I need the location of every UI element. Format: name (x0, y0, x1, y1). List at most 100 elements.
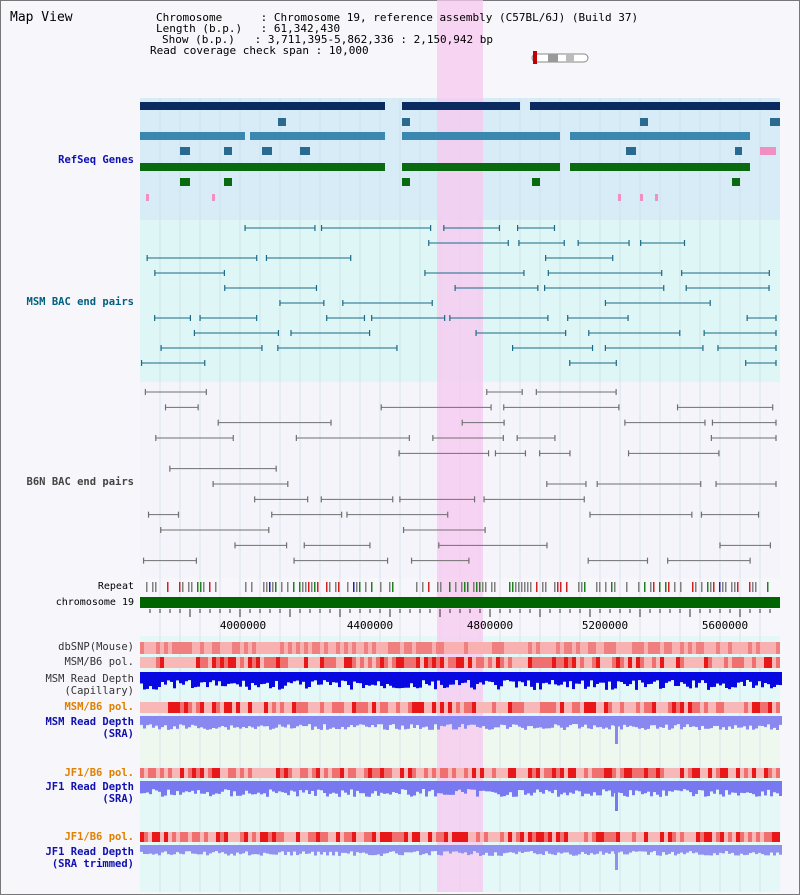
msm-pol-heat (404, 657, 408, 668)
msm-pol-heat (576, 657, 580, 668)
msm-depth-capillary (446, 672, 449, 688)
msm-pol-heat (548, 657, 552, 668)
msm-depth-sra (326, 716, 329, 730)
jf1-depth-trimmed (440, 845, 443, 856)
jf1-depth-sra (758, 781, 761, 797)
jf1-depth-sra (470, 781, 473, 790)
msm-pol-heat (316, 657, 320, 668)
jf1-depth-trimmed (671, 845, 674, 852)
track-label-jf1-depth-sra-1: JF1 Read Depth (45, 781, 134, 793)
msm-pol2-heat (336, 702, 340, 713)
msm-depth-capillary (146, 672, 149, 689)
jf1-depth-trimmed (350, 845, 353, 852)
jf1-depth-sra (173, 781, 176, 796)
jf1-pol2-heat (776, 832, 780, 842)
msm-depth-capillary (605, 672, 608, 690)
jf1-depth-trimmed (503, 845, 506, 854)
jf1-depth-trimmed (188, 845, 191, 852)
jf1-pol2-heat (492, 832, 496, 842)
jf1-depth-sra (146, 781, 149, 793)
jf1-depth-sra (572, 781, 575, 794)
track-label-msm-bac[interactable]: MSM BAC end pairs (26, 296, 134, 308)
dbsnp-heat (648, 642, 652, 654)
jf1-pol2-heat (264, 832, 268, 842)
msm-pol2-heat (344, 702, 348, 713)
jf1-pol-heat (340, 768, 344, 778)
msm-depth-sra (509, 716, 512, 728)
jf1-depth-sra (665, 781, 668, 796)
msm-depth-sra (257, 716, 260, 727)
gene-block (140, 102, 385, 110)
msm-depth-capillary (155, 672, 158, 690)
jf1-depth-trimmed (287, 845, 290, 852)
jf1-depth-trimmed (536, 845, 539, 855)
msm-pol2-heat (740, 702, 744, 713)
jf1-depth-sra (731, 781, 734, 793)
jf1-depth-sra (272, 781, 275, 792)
msm-pol2-heat (588, 702, 592, 713)
track-label-refseq[interactable]: RefSeq Genes (58, 154, 134, 166)
jf1-depth-trimmed (149, 845, 152, 854)
msm-pol2-heat (388, 702, 392, 713)
jf1-depth-sra (362, 781, 365, 794)
repeat-mark (536, 582, 538, 592)
jf1-pol2-heat (324, 832, 328, 842)
jf1-pol2-heat (380, 832, 384, 842)
repeat-mark (416, 582, 418, 592)
msm-pol-heat (304, 657, 308, 668)
msm-depth-sra (524, 716, 527, 730)
msm-depth-sra (752, 716, 755, 730)
repeat-mark (581, 582, 583, 592)
msm-pol2-heat (612, 702, 616, 713)
repeat-mark (560, 582, 562, 592)
msm-depth-capillary (209, 672, 212, 683)
repeat-mark (731, 582, 733, 592)
msm-depth-sra (149, 716, 152, 725)
dbsnp-heat (704, 642, 708, 654)
jf1-pol-heat (324, 768, 328, 778)
dbsnp-heat (392, 642, 396, 654)
msm-pol2-heat (708, 702, 712, 713)
jf1-depth-sra (557, 781, 560, 797)
dbsnp-heat (736, 642, 740, 654)
msm-depth-capillary (611, 672, 614, 690)
jf1-depth-sra (719, 781, 722, 795)
msm-pol2-heat (776, 702, 780, 713)
msm-pol2-heat (224, 702, 228, 713)
jf1-depth-trimmed (257, 845, 260, 855)
jf1-depth-trimmed (209, 845, 212, 854)
jf1-depth-trimmed (197, 845, 200, 855)
msm-pol-heat (228, 657, 232, 668)
msm-pol-heat (152, 657, 156, 668)
dbsnp-heat (316, 642, 320, 654)
repeat-mark (668, 582, 670, 592)
msm-pol2-heat (624, 702, 628, 713)
msm-depth-sra (434, 716, 437, 725)
msm-pol-heat (672, 657, 676, 668)
gene-block (180, 178, 190, 186)
dbsnp-heat (632, 642, 636, 654)
track-label-b6n-bac[interactable]: B6N BAC end pairs (26, 476, 134, 488)
jf1-depth-sra (182, 781, 185, 793)
jf1-depth-sra (617, 781, 620, 793)
repeat-mark (485, 582, 487, 592)
msm-depth-capillary (602, 672, 605, 683)
info-coverage-key: Read coverage check span (150, 44, 309, 57)
msm-pol2-heat (420, 702, 424, 713)
jf1-depth-trimmed (203, 845, 206, 852)
msm-depth-sra (353, 716, 356, 728)
jf1-pol2-heat (396, 832, 400, 842)
msm-depth-sra (653, 716, 656, 726)
msm-depth-capillary (167, 672, 170, 681)
jf1-depth-trimmed (602, 845, 605, 855)
jf1-depth-sra (653, 781, 656, 793)
repeat-mark (326, 582, 328, 592)
jf1-depth-trimmed (299, 845, 302, 854)
track-label-jf1-pol-1: JF1/B6 pol. (64, 767, 134, 779)
jf1-pol2-heat (760, 832, 764, 842)
msm-depth-sra (230, 716, 233, 726)
jf1-depth-trimmed (320, 845, 323, 855)
msm-depth-capillary (266, 672, 269, 683)
msm-depth-sra (272, 716, 275, 729)
